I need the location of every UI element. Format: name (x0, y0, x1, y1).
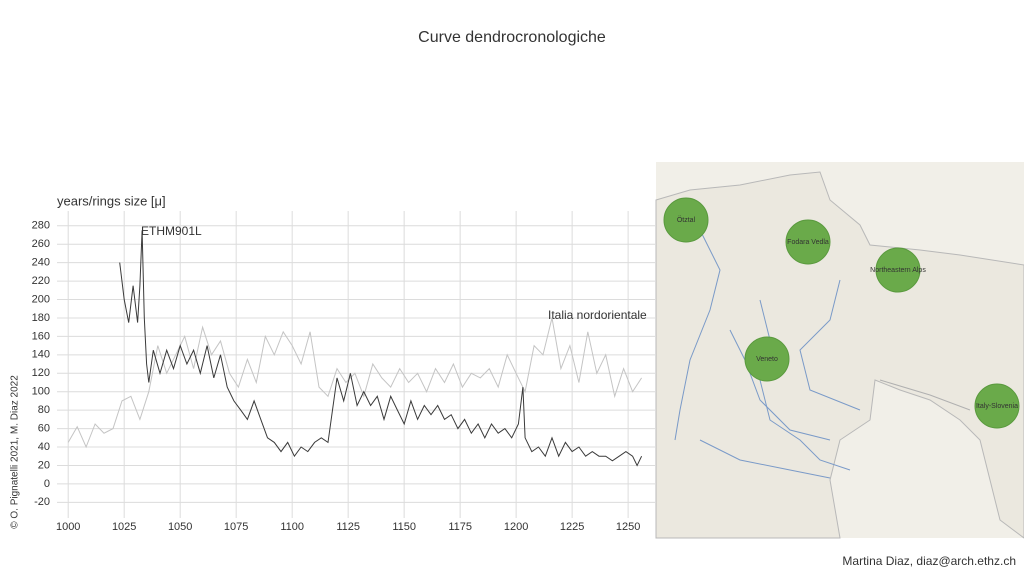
y-tick-label: 240 (32, 257, 50, 269)
plot: -20 0 20 40 60 80 100 120 140 160 180 200 220 240 260 2… (32, 211, 655, 533)
map-marker-label: Northeastern Alps (870, 267, 926, 274)
y-tick-label: 40 (38, 441, 50, 453)
y-tick-label: 260 (32, 238, 50, 250)
footer: Martina Diaz, diaz@arch.ethz.ch (842, 554, 1016, 568)
x-tick-label: 1125 (336, 521, 360, 533)
series-label: Italia nordorientale (548, 308, 647, 322)
series-label: ETHM901L (141, 224, 202, 238)
y-tick-label: -20 (34, 496, 50, 508)
y-tick-label: 220 (32, 275, 50, 287)
map (655, 162, 1024, 539)
map-coast (879, 379, 971, 411)
x-tick-label: 1075 (224, 521, 248, 533)
y-tick-label: 140 (32, 349, 50, 361)
map-land (655, 171, 1024, 539)
y-tick-label: 60 (38, 422, 50, 434)
slide-title: Curve dendrocronologiche (418, 29, 606, 46)
series-line (67, 317, 643, 449)
y-tick-label: 120 (32, 367, 50, 379)
series-line (119, 230, 643, 467)
x-tick-label: 1200 (504, 521, 528, 533)
map-marker-label: Veneto (756, 356, 778, 363)
y-axis-label: years/rings size [μ] (57, 193, 166, 208)
map-marker (974, 383, 1020, 429)
map-marker-label: Fodara Vedla (787, 239, 829, 246)
map-river (799, 279, 861, 411)
map-marker (785, 219, 831, 265)
y-tick-label: 20 (38, 459, 50, 471)
y-tick-label: 100 (32, 386, 50, 398)
x-tick-label: 1000 (56, 521, 80, 533)
x-tick-label: 1025 (112, 521, 136, 533)
map-river (729, 329, 831, 441)
map-river (699, 439, 831, 479)
y-tick-label: 180 (32, 312, 50, 324)
x-tick-label: 1050 (168, 521, 192, 533)
x-tick-label: 1175 (448, 521, 472, 533)
x-tick-label: 1100 (280, 521, 304, 533)
y-tick-label: 200 (32, 293, 50, 305)
x-tick-label: 1150 (392, 521, 416, 533)
y-tick-label: 0 (44, 478, 50, 490)
map-marker (875, 247, 921, 293)
map-marker-label: Ötztal (677, 216, 696, 224)
map-marker (663, 197, 709, 243)
y-tick-label: 80 (38, 404, 50, 416)
y-tick-label: 280 (32, 220, 50, 232)
copyright: © O. Pignatelli 2021, M. Diaz 2022 (10, 375, 21, 529)
map-marker-label: Italy-Slovenia (976, 403, 1018, 410)
x-tick-label: 1225 (560, 521, 584, 533)
y-tick-label: 160 (32, 330, 50, 342)
x-tick-label: 1250 (616, 521, 640, 533)
map-marker (744, 336, 790, 382)
map-river (674, 229, 721, 441)
